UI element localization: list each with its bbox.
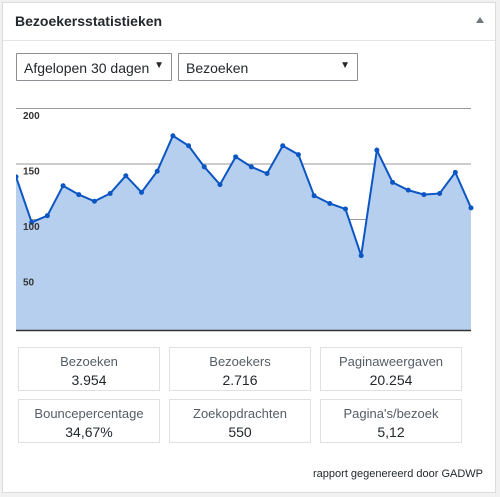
data-point <box>60 183 66 189</box>
widget-header: Bezoekersstatistieken <box>3 3 495 41</box>
data-point <box>264 170 270 176</box>
data-point <box>123 173 129 179</box>
y-tick-label: 100 <box>23 222 40 233</box>
stat-label: Zoekopdrachten <box>193 406 287 421</box>
data-point <box>217 182 223 188</box>
data-point <box>452 169 458 175</box>
stat-visitors: Bezoekers 2.716 <box>169 347 311 391</box>
data-point <box>91 198 97 204</box>
visits-chart: 200 150 100 50 <box>16 108 479 333</box>
stat-visits: Bezoeken 3.954 <box>18 347 160 391</box>
data-point <box>468 205 474 211</box>
period-select[interactable]: Afgelopen 30 dagen ▼ <box>16 53 172 81</box>
stat-pageviews: Paginaweergaven 20.254 <box>320 347 462 391</box>
data-point <box>421 192 427 198</box>
stat-label: Bezoekers <box>209 354 271 369</box>
stat-label: Bouncepercentage <box>34 406 144 421</box>
stat-label: Bezoeken <box>60 354 118 369</box>
stat-value: 34,67% <box>65 424 113 440</box>
data-point <box>154 168 160 174</box>
data-point <box>16 174 19 180</box>
data-point <box>44 213 50 219</box>
data-point <box>76 192 82 198</box>
stat-value: 2.716 <box>222 372 258 388</box>
report-credit: rapport gegenereerd door GADWP <box>313 468 483 480</box>
data-point <box>29 219 35 225</box>
data-point <box>280 143 286 149</box>
series-area <box>16 135 471 330</box>
stat-value: 5,12 <box>377 424 405 440</box>
data-point <box>437 190 443 196</box>
y-tick-label: 200 <box>23 111 40 122</box>
data-point <box>390 179 396 185</box>
data-point <box>186 143 192 149</box>
data-point <box>358 253 364 259</box>
period-select-value: Afgelopen 30 dagen <box>24 60 150 76</box>
metric-select-value: Bezoeken <box>186 60 249 76</box>
chevron-down-icon: ▼ <box>154 60 164 71</box>
data-point <box>311 193 317 199</box>
data-point <box>107 190 113 196</box>
data-point <box>201 164 207 170</box>
data-point <box>170 133 176 139</box>
y-tick-label: 50 <box>23 278 35 289</box>
visitor-stats-widget: Bezoekersstatistieken Afgelopen 30 dagen… <box>2 2 496 493</box>
chevron-down-icon: ▼ <box>340 60 350 71</box>
stat-label: Pagina's/bezoek <box>343 406 439 421</box>
data-point <box>342 206 348 212</box>
stat-label: Paginaweergaven <box>338 354 444 369</box>
series-line <box>16 134 472 256</box>
data-point <box>248 164 254 170</box>
metric-select[interactable]: Bezoeken ▼ <box>178 53 358 81</box>
data-point <box>295 152 301 158</box>
data-point <box>374 147 380 153</box>
widget-title: Bezoekersstatistieken <box>15 13 163 29</box>
stat-searches: Zoekopdrachten 550 <box>169 399 311 443</box>
data-point <box>405 187 411 193</box>
arrow-up-icon[interactable] <box>476 17 484 23</box>
data-point <box>233 154 239 160</box>
data-point <box>139 189 145 195</box>
stat-value: 550 <box>228 424 252 440</box>
stat-bounce-rate: Bouncepercentage 34,67% <box>18 399 160 443</box>
data-point <box>327 200 333 206</box>
visits-chart-svg: 200 150 100 50 <box>16 108 474 332</box>
stat-value: 20.254 <box>369 372 413 388</box>
stat-value: 3.954 <box>71 372 107 388</box>
y-tick-label: 150 <box>23 167 40 178</box>
stat-pages-per-visit: Pagina's/bezoek 5,12 <box>320 399 462 443</box>
